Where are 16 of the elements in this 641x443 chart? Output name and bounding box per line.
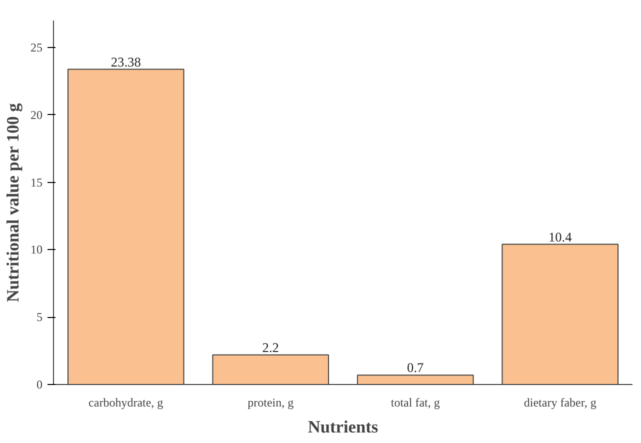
y-tick-label: 5 <box>36 310 42 324</box>
y-tick-label: 25 <box>30 40 42 54</box>
y-tick-label: 10 <box>30 242 42 257</box>
y-axis-title: Nutritional value per 100 g <box>4 102 22 302</box>
x-tick-label: carbohydrate, g <box>88 396 164 410</box>
data-label: 10.4 <box>548 229 572 244</box>
x-axis-title: Nutrients <box>308 418 378 436</box>
data-label: 2.2 <box>262 340 279 355</box>
x-tick-label: total fat, g <box>390 396 440 410</box>
data-label: 23.38 <box>110 54 142 70</box>
y-tick-label: 15 <box>30 175 42 190</box>
data-label: 0.7 <box>407 360 424 376</box>
x-tick-label: protein, g <box>248 396 294 410</box>
x-tick-label: dietary faber, g <box>524 396 596 410</box>
y-tick-label: 20 <box>30 108 42 122</box>
y-tick-label: 0 <box>36 378 42 392</box>
